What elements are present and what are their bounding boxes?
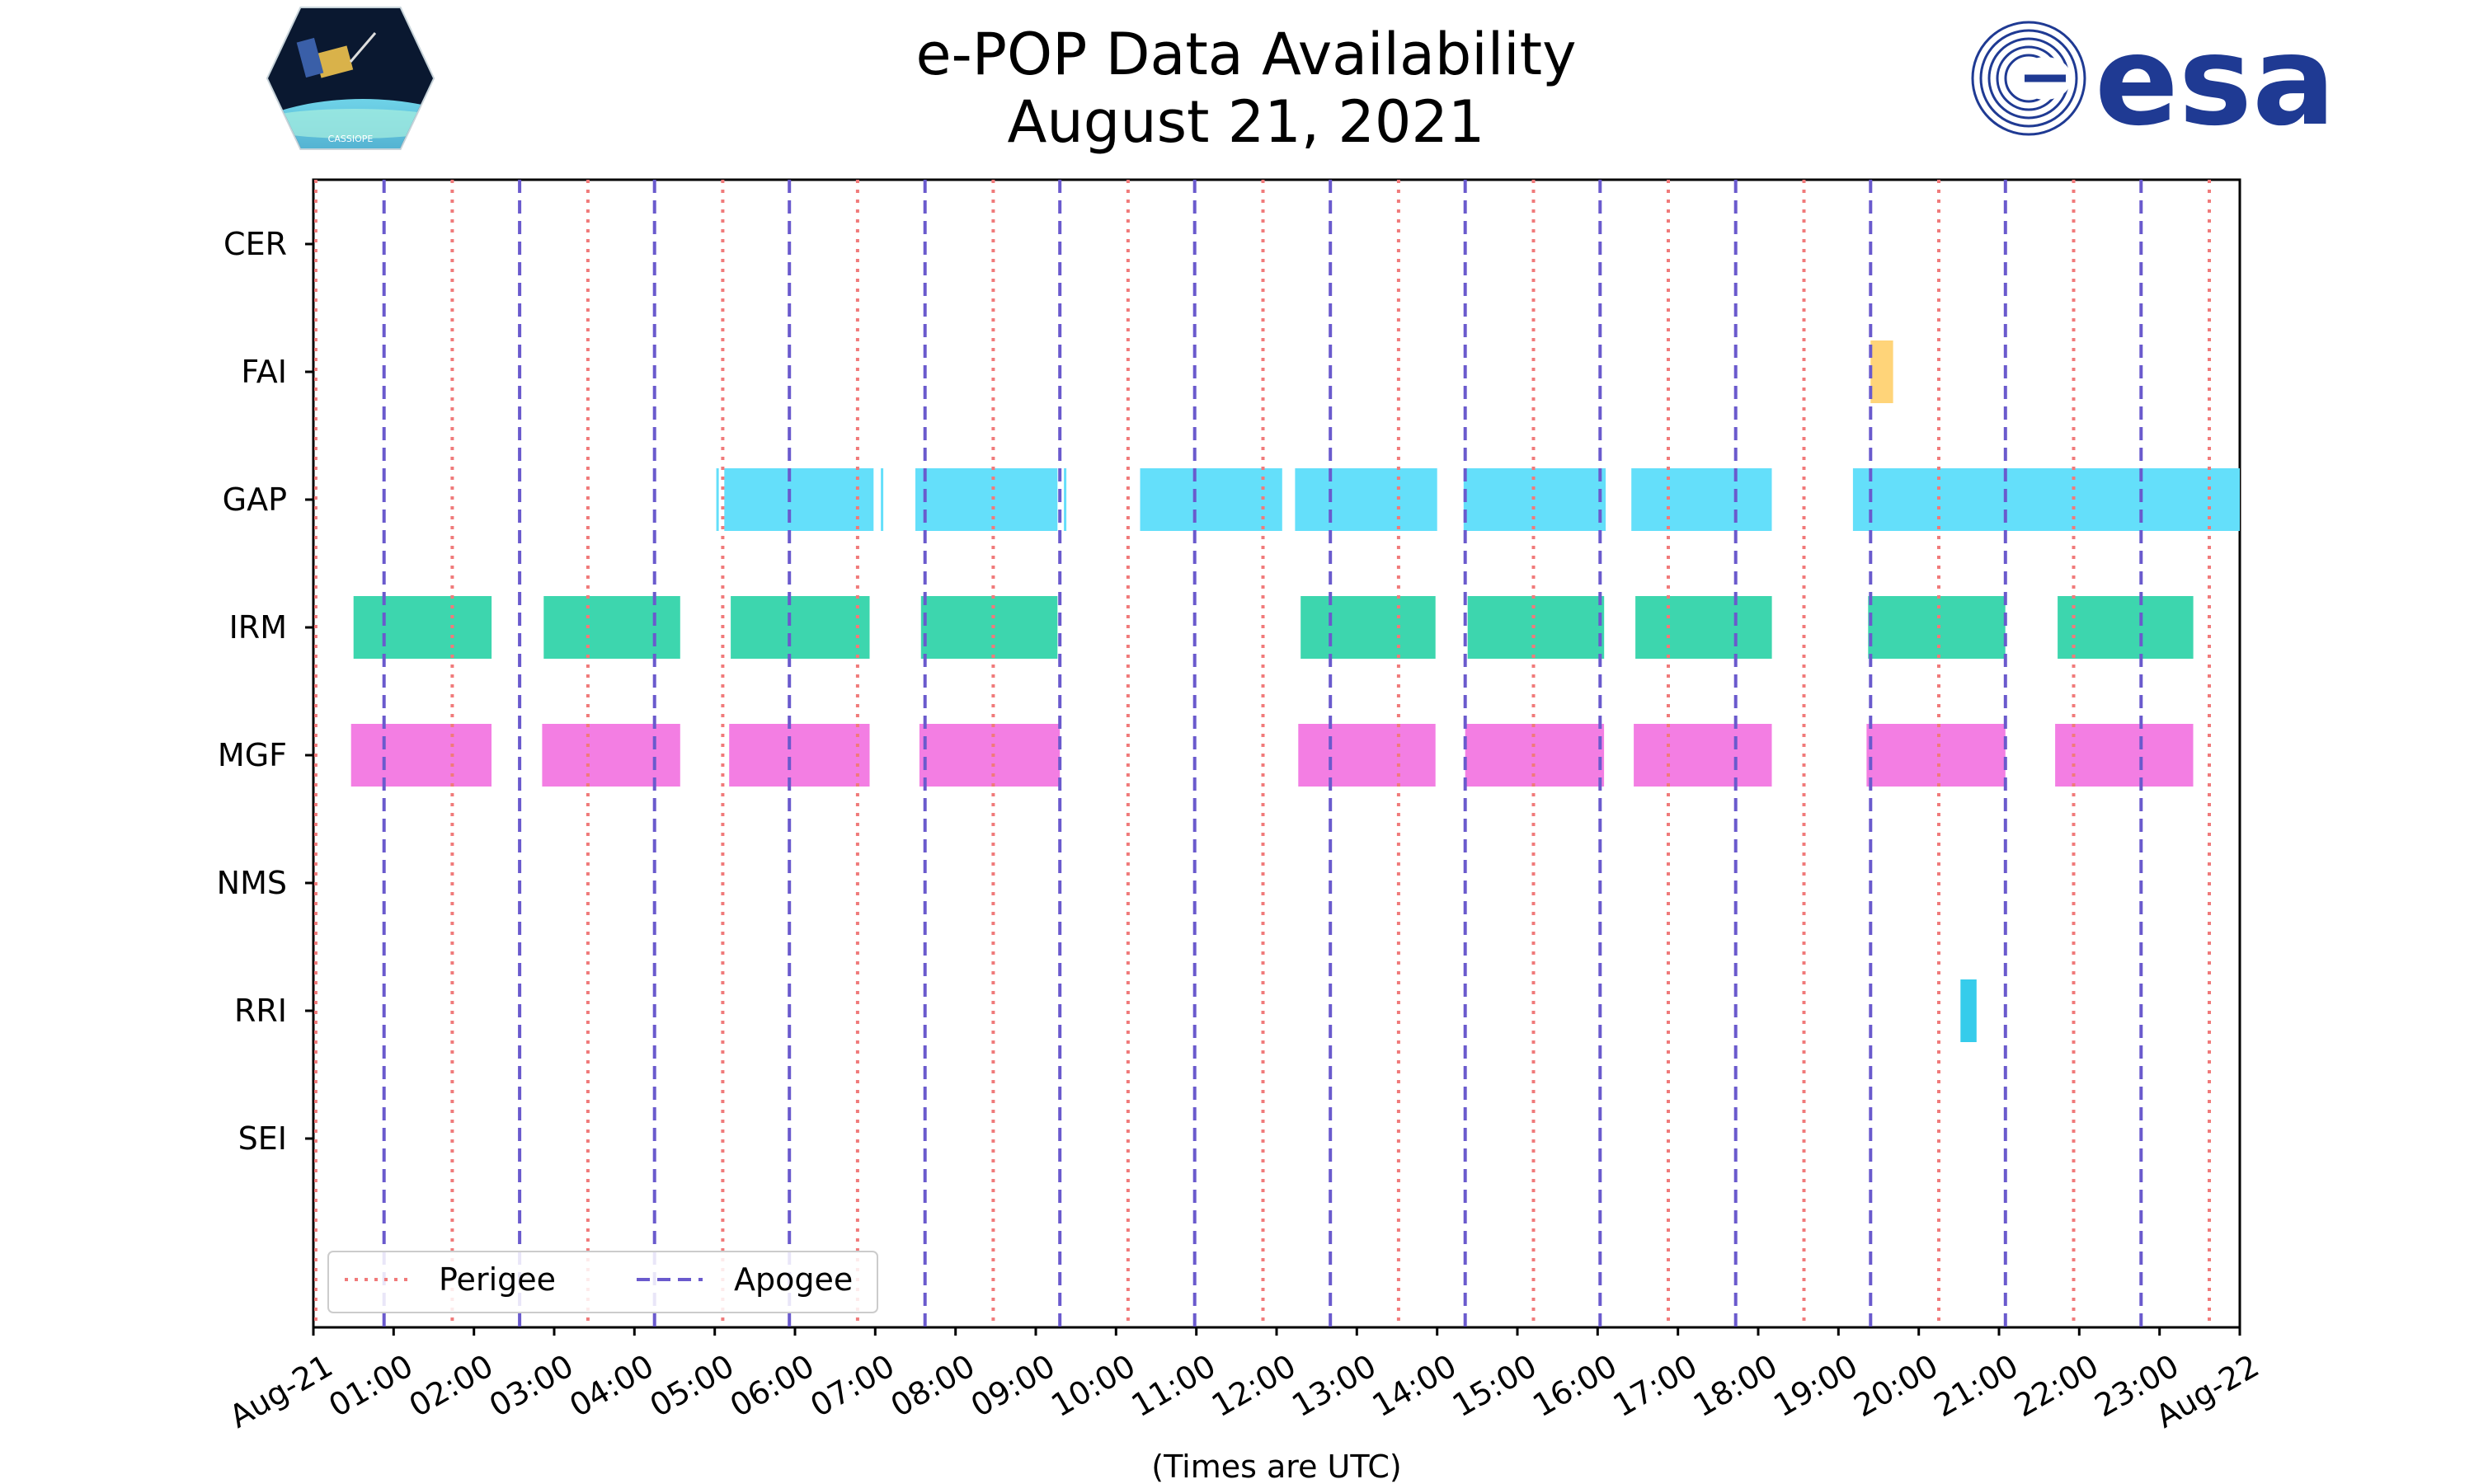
x-tick-label: 09:00 xyxy=(965,1347,1061,1424)
legend: Perigee Apogee xyxy=(327,1251,878,1313)
bar-gap xyxy=(881,468,884,531)
x-tick-label: 15:00 xyxy=(1446,1347,1543,1424)
chart-subtitle: August 21, 2021 xyxy=(1008,88,1485,156)
x-tick-label: 12:00 xyxy=(1206,1347,1302,1424)
reference-lines xyxy=(313,180,2211,1327)
x-tick-label: 13:00 xyxy=(1286,1347,1382,1424)
satellite-icon xyxy=(296,32,377,78)
x-tick-label: 01:00 xyxy=(322,1347,419,1424)
legend-apogee-label: Apogee xyxy=(734,1261,853,1298)
y-axis: CER FAI GAP IRM MGF NMS RRI SEI xyxy=(217,226,313,1157)
bar-mgf xyxy=(542,724,680,787)
bar-gap xyxy=(1064,468,1067,531)
bar-mgf xyxy=(919,724,1061,787)
x-tick-label: 14:00 xyxy=(1366,1347,1463,1424)
esa-logo-text: esa xyxy=(2095,10,2335,153)
bar-irm xyxy=(2058,596,2194,659)
x-tick-label: 11:00 xyxy=(1126,1347,1222,1424)
bar-irm xyxy=(353,596,492,659)
bar-gap xyxy=(1140,468,1282,531)
bar-fai xyxy=(1870,340,1893,403)
x-tick-label: 16:00 xyxy=(1526,1347,1623,1424)
legend-perigee-label: Perigee xyxy=(439,1261,556,1298)
chart-title: e-POP Data Availability xyxy=(915,21,1576,88)
cassiope-logo-text: CASSIOPE xyxy=(328,134,374,144)
bar-gap xyxy=(1631,468,1772,531)
bar-gap xyxy=(1295,468,1437,531)
bar-mgf xyxy=(350,724,492,787)
bar-irm xyxy=(920,596,1058,659)
y-tick-label: NMS xyxy=(217,865,287,901)
bar-irm xyxy=(543,596,680,659)
y-tick-label: CER xyxy=(223,226,287,262)
bars-layer xyxy=(350,340,2240,1042)
bar-mgf xyxy=(1634,724,1772,787)
x-axis-label: (Times are UTC) xyxy=(1151,1449,1401,1484)
bar-irm xyxy=(1635,596,1772,659)
bar-irm xyxy=(1300,596,1436,659)
y-tick-label: RRI xyxy=(234,993,287,1029)
bar-gap xyxy=(1852,468,2240,531)
bar-mgf xyxy=(2055,724,2194,787)
x-tick-label: 05:00 xyxy=(644,1347,741,1424)
bar-mgf xyxy=(1866,724,2006,787)
x-tick-label: 18:00 xyxy=(1687,1347,1784,1424)
bar-rri xyxy=(1960,979,1977,1042)
x-tick-label: 21:00 xyxy=(1928,1347,2025,1424)
y-tick-label: GAP xyxy=(223,481,287,518)
bar-irm xyxy=(731,596,870,659)
x-tick-label: 08:00 xyxy=(885,1347,981,1424)
y-tick-label: FAI xyxy=(241,354,287,390)
bar-gap xyxy=(724,468,874,531)
y-tick-label: MGF xyxy=(218,737,287,773)
x-tick-label: 20:00 xyxy=(1848,1347,1945,1424)
x-tick-label: 04:00 xyxy=(563,1347,660,1424)
bar-mgf xyxy=(729,724,870,787)
x-tick-label: 03:00 xyxy=(483,1347,580,1424)
x-tick-label: 22:00 xyxy=(2008,1347,2105,1424)
bar-gap xyxy=(915,468,1058,531)
x-tick-label: 06:00 xyxy=(724,1347,821,1424)
bar-mgf xyxy=(1298,724,1436,787)
esa-logo: esa xyxy=(1971,10,2335,153)
x-tick-label: 19:00 xyxy=(1767,1347,1864,1424)
x-tick-label: 02:00 xyxy=(403,1347,500,1424)
x-tick-label: 10:00 xyxy=(1045,1347,1141,1424)
y-tick-label: SEI xyxy=(238,1120,287,1157)
bar-gap xyxy=(716,468,719,531)
x-tick-label: 07:00 xyxy=(804,1347,901,1424)
bar-irm xyxy=(1467,596,1605,659)
cassiope-logo: CASSIOPE xyxy=(266,7,435,150)
x-tick-label: 17:00 xyxy=(1607,1347,1704,1424)
x-axis: Aug-2101:0002:0003:0004:0005:0006:0007:0… xyxy=(223,1327,2265,1435)
x-tick-label: Aug-21 xyxy=(223,1347,339,1435)
bar-irm xyxy=(1868,596,2006,659)
y-tick-label: IRM xyxy=(229,609,287,646)
